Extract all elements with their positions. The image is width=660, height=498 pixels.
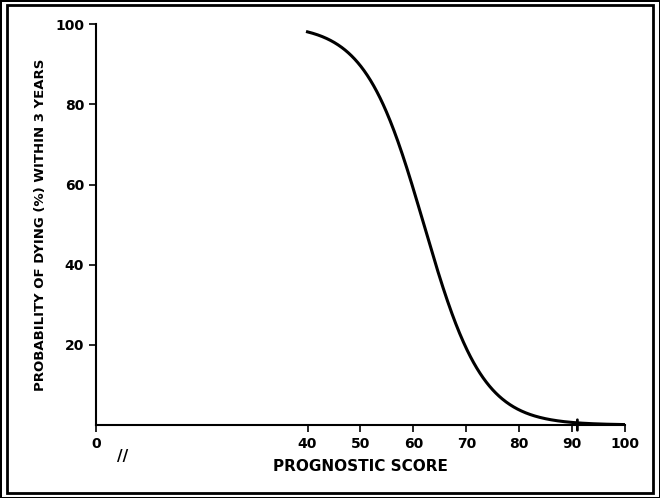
- X-axis label: PROGNOSTIC SCORE: PROGNOSTIC SCORE: [273, 459, 448, 474]
- Y-axis label: PROBABILITY OF DYING (%) WITHIN 3 YEARS: PROBABILITY OF DYING (%) WITHIN 3 YEARS: [34, 58, 47, 391]
- Text: //: //: [117, 449, 128, 464]
